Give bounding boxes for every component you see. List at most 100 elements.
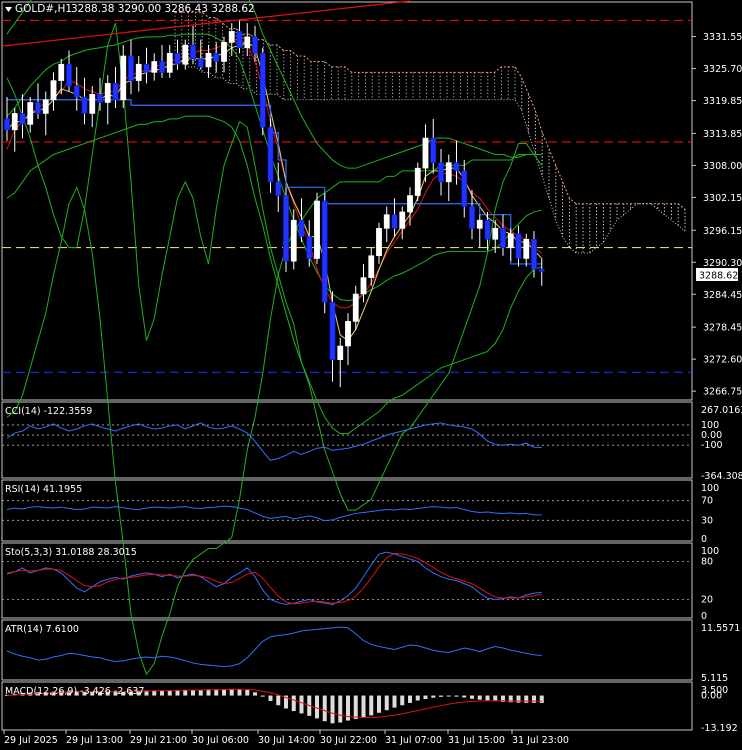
time-label: 30 Jul 14:00 — [258, 735, 315, 746]
macd-bar — [361, 695, 366, 718]
bull-candle — [221, 42, 227, 62]
bear-candle — [391, 214, 398, 229]
macd-bar — [214, 689, 219, 696]
macd-bar — [253, 692, 257, 696]
bull-candle — [244, 36, 251, 49]
bull-candle — [104, 83, 111, 103]
bull-candle — [89, 93, 96, 114]
macd-bar — [59, 691, 64, 696]
bear-candle — [19, 113, 26, 125]
price-label: 3325.70 — [703, 64, 742, 75]
macd-bar — [98, 692, 102, 696]
axis-label: 3.500 — [701, 685, 728, 696]
macd-bar — [291, 695, 296, 712]
macd-bar — [90, 691, 95, 696]
macd-bar — [121, 691, 126, 696]
axis-label: -100 — [701, 440, 723, 451]
price-label: 3308.00 — [703, 161, 742, 172]
macd-bar — [408, 695, 412, 703]
bull-candle — [345, 321, 351, 347]
axis-label: 70 — [701, 496, 713, 507]
macd-bar — [229, 688, 234, 696]
macd-bar — [152, 690, 157, 696]
time-label: 29 Jul 2025 — [4, 735, 58, 746]
macd-bar — [175, 689, 180, 696]
time-label: 29 Jul 21:00 — [130, 735, 187, 746]
price-axis: 3331.55 3325.70 3319.85 3313.85 3308.00 3302.… — [692, 32, 742, 398]
macd-bar — [183, 689, 188, 696]
time-label: 30 Jul 06:00 — [192, 735, 249, 746]
series-line — [6, 551, 542, 605]
macd-bar — [245, 689, 250, 696]
symbol-label: GOLD#,H1 — [15, 3, 72, 15]
bear-candle — [174, 52, 181, 65]
bull-candle — [205, 52, 212, 68]
macd-bar — [276, 695, 281, 706]
price-label: 3319.85 — [703, 96, 742, 107]
bear-candle — [35, 102, 41, 114]
bear-candle — [453, 162, 460, 172]
bull-candle — [337, 345, 344, 360]
bear-candle — [252, 36, 258, 54]
macd-bar — [268, 695, 273, 701]
panel-title: CCI(14) -122.3559 — [5, 406, 92, 417]
bull-candle — [422, 137, 429, 169]
price-label: 3296.15 — [703, 226, 742, 237]
price-label: 3284.45 — [703, 290, 742, 301]
panel-title: RSI(14) 41.1955 — [5, 484, 82, 495]
bull-candle — [352, 293, 359, 322]
time-label: 31 Jul 15:00 — [448, 735, 505, 746]
bull-candle — [445, 162, 452, 183]
bear-candle — [298, 219, 305, 237]
price-label: 3272.60 — [703, 355, 742, 366]
ichimoku-cloud — [174, 11, 686, 254]
bear-candle — [515, 233, 522, 259]
macd-bar — [524, 695, 529, 703]
bear-candle — [73, 85, 80, 98]
macd-bar — [369, 695, 374, 716]
macd-bar — [423, 695, 428, 699]
bull-candle — [376, 228, 382, 257]
bull-candle — [228, 31, 235, 43]
macd-bar — [322, 695, 327, 722]
macd-bar — [485, 695, 490, 701]
cloud-lower-edge — [175, 61, 686, 254]
bull-candle — [492, 228, 499, 240]
macd-bar — [477, 695, 482, 700]
price-label: 3302.15 — [703, 193, 742, 204]
overlay-bollinger-upper — [6, 0, 542, 169]
macd-bar — [470, 695, 474, 699]
bull-candle — [476, 219, 483, 229]
macd-bar — [501, 695, 505, 702]
series-line — [6, 626, 542, 668]
bear-candle — [283, 195, 289, 262]
axis-label: 30 — [701, 515, 713, 526]
macd-bar — [299, 695, 304, 714]
macd-bar — [431, 695, 436, 698]
bear-candle — [159, 61, 165, 73]
macd-bar — [82, 691, 87, 696]
time-label: 29 Jul 13:00 — [66, 735, 123, 746]
bull-candle — [11, 113, 18, 131]
bear-candle — [213, 52, 220, 62]
bull-candle — [27, 102, 34, 125]
bear-candle — [306, 236, 313, 259]
time-label: 30 Jul 22:00 — [320, 735, 377, 746]
bear-candle — [81, 96, 88, 114]
price-label: 3313.85 — [703, 129, 742, 140]
macd-bar — [74, 691, 79, 696]
bear-candle — [112, 83, 119, 101]
macd-bar — [129, 690, 133, 696]
macd-bar — [377, 695, 381, 713]
axis-label: 0 — [701, 534, 707, 545]
macd-bar — [113, 691, 118, 696]
collapse-arrow-icon[interactable] — [5, 7, 12, 12]
main-price-panel[interactable] — [2, 0, 692, 676]
macd-bar — [284, 695, 288, 709]
overlay-bollinger-middle — [6, 33, 542, 302]
macd-bar — [237, 689, 242, 696]
panel-frame-3 — [1, 542, 693, 619]
macd-bar — [346, 695, 350, 721]
